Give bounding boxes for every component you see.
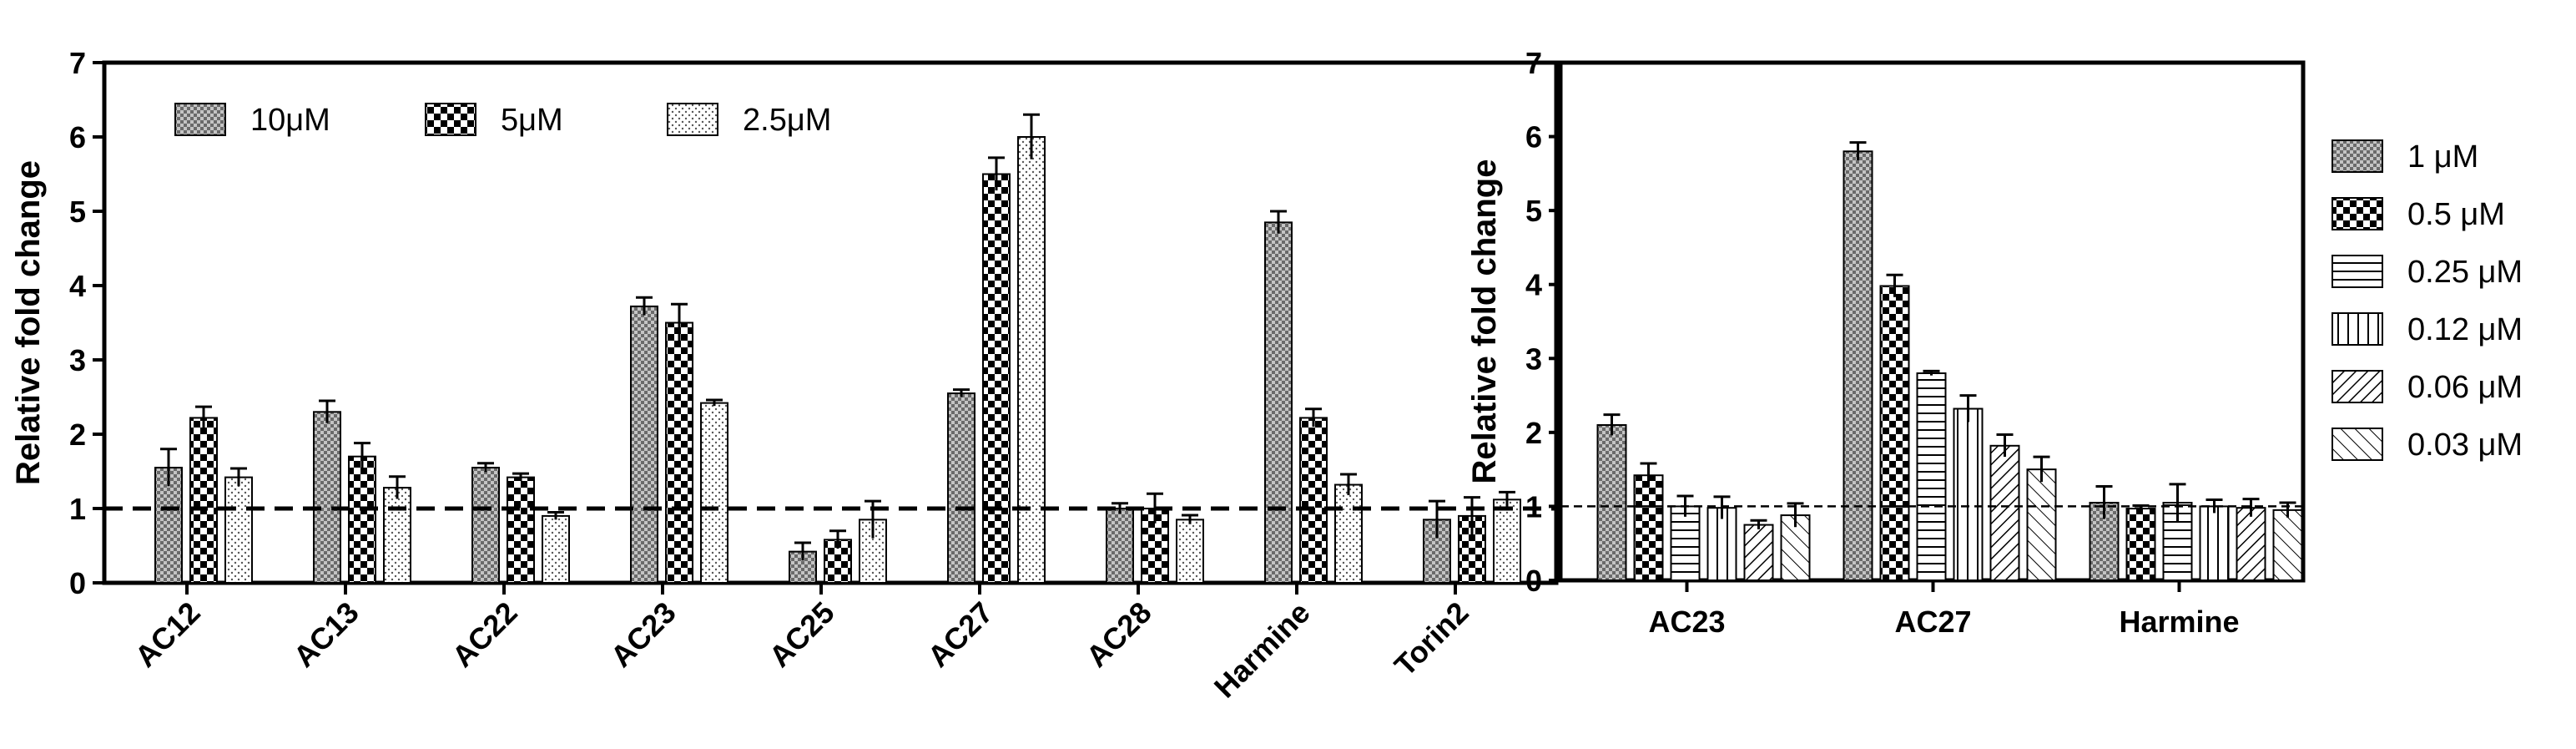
y-tick-label: 2 — [1525, 416, 1542, 450]
y-tick-label: 0 — [1525, 564, 1542, 598]
y-axis-label: Relative fold change — [10, 160, 47, 485]
legend-swatch — [2332, 312, 2383, 346]
y-tick-label: 3 — [69, 343, 86, 377]
bar — [1633, 474, 1664, 582]
bar — [2026, 468, 2057, 582]
x-category-label: AC12 — [129, 595, 207, 674]
y-tick-label: 6 — [69, 120, 86, 154]
legend-swatch — [2332, 139, 2383, 173]
bar — [1017, 136, 1046, 584]
bar — [313, 411, 341, 584]
y-tick-label: 5 — [69, 195, 86, 229]
bar — [982, 173, 1011, 584]
bar — [1176, 519, 1204, 584]
x-category-label: AC27 — [1894, 605, 1971, 639]
bar — [1299, 417, 1328, 585]
legend: 10μM 5μM 2.5μM — [174, 103, 831, 138]
legend-swatch — [425, 103, 476, 136]
bar — [700, 402, 728, 584]
y-tick-label: 4 — [69, 269, 86, 303]
legend-label: 0.25 μM — [2407, 255, 2523, 290]
x-category-label: Harmine — [2119, 605, 2239, 639]
y-tick-label: 4 — [1525, 268, 1542, 302]
bar — [348, 455, 376, 585]
legend-swatch — [667, 103, 718, 136]
bar — [2125, 508, 2156, 581]
bar — [1493, 498, 1521, 585]
y-tick-label: 1 — [69, 492, 86, 526]
x-category-label: AC27 — [921, 595, 1000, 674]
bar — [383, 487, 411, 585]
bar — [1264, 221, 1293, 584]
bar — [1106, 508, 1134, 584]
legend-label: 2.5μM — [743, 103, 831, 138]
bar — [1706, 507, 1737, 582]
x-category-label: AC23 — [1648, 605, 1725, 639]
x-category-label: AC28 — [1080, 595, 1158, 674]
legend-swatch — [2332, 255, 2383, 288]
legend-label: 1 μM — [2407, 139, 2478, 175]
bar — [1989, 444, 2020, 581]
bar — [2272, 509, 2303, 581]
legend-label: 0.5 μM — [2407, 197, 2505, 232]
y-tick-label: 6 — [1525, 120, 1542, 154]
legend-label: 0.03 μM — [2407, 428, 2523, 463]
bar — [471, 467, 500, 584]
bar — [1916, 372, 1947, 581]
legend-swatch — [2332, 370, 2383, 403]
y-tick-label: 3 — [1525, 342, 1542, 376]
x-category-label: AC25 — [763, 595, 841, 674]
bar — [507, 476, 535, 584]
right-chart-panel: 0 1 2 3 4 5 6 7 Relative fold change AC23 AC27 Harm… — [1466, 46, 2523, 639]
bar — [542, 514, 570, 585]
bar — [154, 467, 183, 584]
legend-label: 0.12 μM — [2407, 312, 2523, 347]
left-chart-panel: 0 1 2 3 4 5 6 7 Relative fold change AC12 AC13 AC22… — [10, 46, 1559, 705]
legend-label: 10μM — [250, 103, 330, 138]
bar — [1670, 505, 1701, 582]
bar — [1953, 407, 1984, 581]
bar — [630, 305, 658, 584]
legend-swatch — [2332, 197, 2383, 230]
legend-swatch — [174, 103, 226, 136]
bar — [2199, 505, 2230, 582]
y-tick-label: 2 — [69, 418, 86, 452]
bar — [665, 321, 693, 584]
bar — [1596, 424, 1627, 581]
x-category-label: Torin2 — [1388, 595, 1475, 683]
bar — [1334, 483, 1363, 585]
y-tick-label: 7 — [1525, 46, 1542, 80]
y-axis-label: Relative fold change — [1466, 159, 1503, 484]
bar — [1843, 150, 1873, 582]
bar — [224, 476, 253, 584]
x-category-label: AC13 — [287, 595, 365, 674]
legend-swatch — [2332, 428, 2383, 461]
legend: 1 μM 0.5 μM 0.25 μM 0.12 μM 0.06 μM 0.03 μM — [2332, 139, 2523, 463]
y-tick-label: 7 — [69, 46, 86, 80]
x-category-label: AC23 — [604, 595, 683, 674]
y-tick-label: 0 — [69, 566, 86, 600]
bar — [189, 417, 218, 585]
bar — [1743, 524, 1774, 581]
y-tick-label: 1 — [1525, 489, 1542, 524]
bar — [2236, 507, 2266, 582]
legend-label: 5μM — [501, 103, 563, 138]
x-category-label: Harmine — [1207, 595, 1317, 705]
x-category-label: AC22 — [446, 595, 524, 674]
bar — [1879, 285, 1910, 581]
bar — [947, 392, 975, 584]
legend-label: 0.06 μM — [2407, 370, 2523, 405]
y-tick-label: 5 — [1525, 194, 1542, 228]
